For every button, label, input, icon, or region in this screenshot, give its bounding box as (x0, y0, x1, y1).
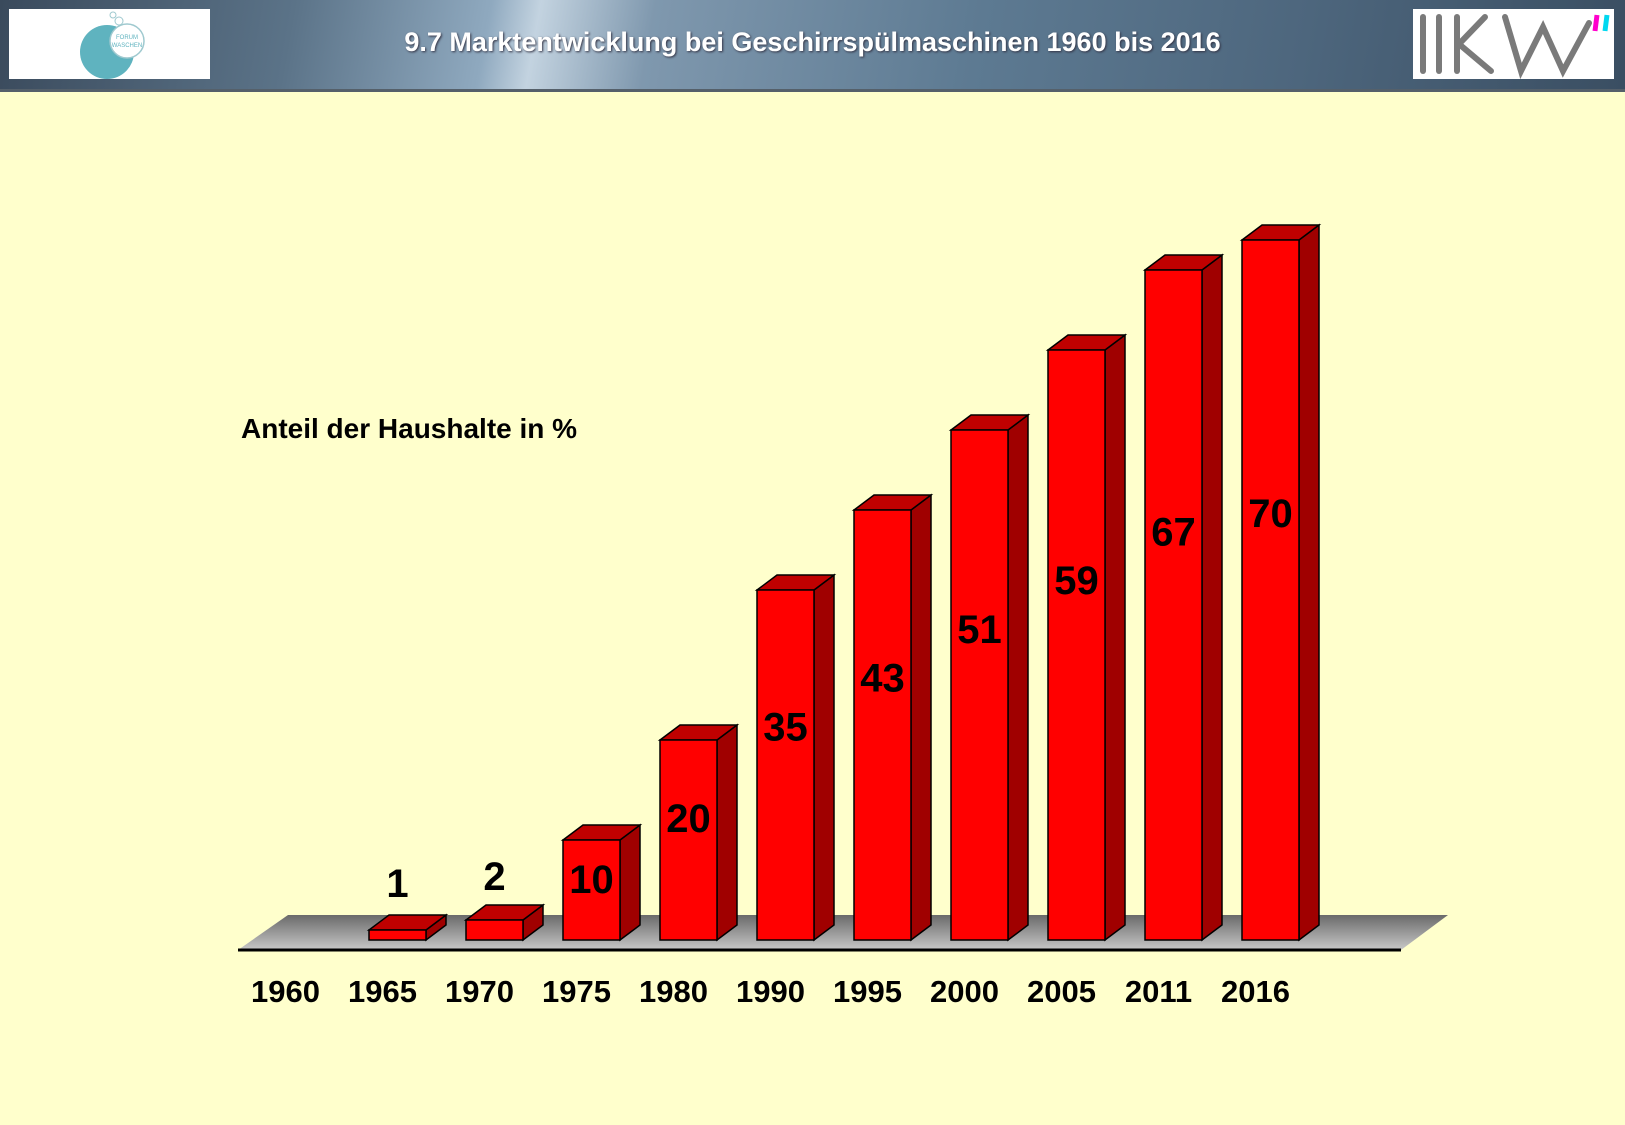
data-label: 20 (666, 797, 711, 841)
data-label: 10 (569, 858, 614, 902)
bar-front (1241, 239, 1300, 941)
data-label: 67 (1151, 510, 1196, 554)
bar-1965: 1 (366, 862, 449, 942)
data-label: 2 (483, 855, 505, 899)
data-label: 35 (763, 706, 808, 750)
bar-1970: 2 (463, 855, 546, 942)
x-tick-label: 2000 (930, 974, 999, 1009)
bar-2016: 70 (1239, 223, 1322, 942)
bar-front (465, 919, 524, 941)
forum-waschen-logo: FORUM WASCHEN (9, 9, 210, 79)
bar-front (950, 429, 1009, 941)
bar-side (1104, 333, 1126, 942)
bar-2011: 67 (1142, 253, 1225, 942)
ikw-logo (1413, 9, 1614, 80)
bar-2000: 51 (948, 413, 1031, 942)
data-label: 59 (1054, 559, 1099, 603)
svg-text:FORUM: FORUM (116, 35, 138, 41)
x-tick-label: 1975 (542, 974, 611, 1009)
data-label: 51 (957, 608, 1002, 652)
bar-side (1201, 253, 1223, 942)
bar-front (1144, 269, 1203, 941)
x-tick-label: 2016 (1221, 974, 1290, 1009)
x-tick-label: 1965 (348, 974, 417, 1009)
x-tick-label: 2005 (1027, 974, 1096, 1009)
data-label: 1 (386, 862, 408, 906)
x-tick-label: 1960 (251, 974, 320, 1009)
x-tick-label: 1995 (833, 974, 902, 1009)
y-axis-label: Anteil der Haushalte in % (241, 413, 577, 444)
header-banner: FORUM WASCHEN 9.7 Marktentwicklung bei G… (0, 0, 1625, 92)
page-title: 9.7 Marktentwicklung bei Geschirrspülmas… (404, 27, 1221, 57)
bar-side (1007, 413, 1029, 942)
bar-side (813, 573, 835, 942)
bar-front (562, 839, 621, 941)
data-label: 70 (1248, 492, 1293, 536)
bar-front (756, 589, 815, 941)
bar-1990: 35 (754, 573, 837, 942)
bar-front (1047, 349, 1106, 941)
bar-front (368, 929, 427, 941)
bar-front (659, 739, 718, 941)
x-tick-label: 1970 (445, 974, 514, 1009)
bar-side (910, 493, 932, 942)
bar-side (619, 823, 641, 942)
bar-side (716, 723, 738, 942)
bar-front (853, 509, 912, 941)
bar-side (1298, 223, 1320, 942)
x-tick-label: 1980 (639, 974, 708, 1009)
bar-1980: 20 (657, 723, 740, 942)
bar-2005: 59 (1045, 333, 1128, 942)
x-tick-label: 1990 (736, 974, 805, 1009)
svg-text:WASCHEN: WASCHEN (112, 43, 142, 49)
bar-1995: 43 (851, 493, 934, 942)
x-tick-label: 2011 (1125, 974, 1192, 1009)
data-label: 43 (860, 657, 905, 701)
bar-1975: 10 (560, 823, 643, 942)
